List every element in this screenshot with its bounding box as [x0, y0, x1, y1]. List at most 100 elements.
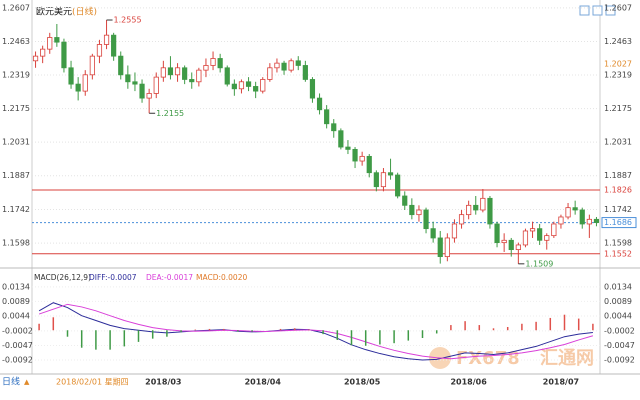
candle-body: [281, 62, 287, 71]
candle-body: [352, 148, 358, 162]
candle-body: [544, 235, 550, 241]
candle-body: [366, 155, 372, 174]
candle-body: [153, 76, 159, 94]
candle-body: [387, 172, 394, 176]
y-tick-label-right: 1.2175: [604, 104, 632, 113]
candle-body: [267, 67, 273, 80]
candle-body: [558, 216, 564, 225]
y-tick-label-right: 0.0089: [604, 297, 632, 306]
candle-body: [253, 86, 259, 92]
y-tick-label: 1.1887: [2, 171, 30, 180]
level-label-box: [601, 217, 637, 229]
y-tick-label: 1.2319: [2, 71, 30, 80]
candle-body: [522, 230, 529, 246]
period-button[interactable]: 日线: [2, 376, 20, 388]
y-tick-label-right: 1.2607: [604, 3, 632, 12]
candle-body: [324, 109, 330, 125]
settings-button[interactable]: [592, 5, 603, 16]
candle-body: [75, 83, 81, 92]
chart-title: 欧元美元: [36, 6, 72, 18]
candle-body: [274, 62, 280, 69]
y-tick-label: 0.0134: [2, 282, 30, 291]
y-tick-label-right: -0.0047: [604, 341, 635, 350]
y-tick-label-right: 1.1887: [604, 171, 632, 180]
level-label: 1.1686: [604, 218, 632, 227]
candle-body: [508, 239, 514, 251]
annotation: 1.2555: [114, 16, 142, 25]
candle-body: [111, 34, 117, 57]
y-tick-label-right: 1.2031: [604, 138, 632, 147]
candle-body: [47, 37, 53, 50]
candle-body: [167, 67, 174, 76]
candle-body: [444, 237, 450, 258]
macd-label: MACD:0.0020: [196, 273, 247, 282]
candle-body: [345, 146, 351, 150]
diff-label: DIFF:-0.0007: [89, 273, 137, 282]
y-tick-label-right: -0.0002: [604, 326, 635, 335]
x-tick-label: 2018/05: [344, 378, 381, 387]
candle-body: [245, 81, 252, 87]
candle-body: [501, 239, 507, 244]
x-tick-label: 2018/03: [145, 378, 181, 387]
annotation: 1.2155: [156, 109, 184, 118]
y-tick-label: 1.2031: [2, 138, 30, 147]
y-tick-label: -0.0047: [2, 341, 33, 350]
candle-body: [537, 228, 543, 241]
y-tick-label-right: 1.1598: [604, 239, 632, 248]
candle-body: [359, 155, 365, 162]
candle-body: [125, 74, 131, 83]
cursor-date: 2018/02/01 星期四: [56, 378, 129, 387]
candle-body: [473, 204, 479, 211]
candle-body: [515, 244, 521, 251]
candle-body: [82, 74, 88, 92]
candle-body: [309, 79, 316, 99]
y-tick-label-right: 0.0044: [604, 311, 632, 320]
y-tick-label-right: 1.2319: [604, 71, 632, 80]
chart-period: (日线): [72, 6, 97, 18]
candle-body: [103, 34, 110, 45]
candle-body: [331, 123, 337, 132]
candle-body: [579, 209, 585, 225]
dea-label: DEA:-0.0017: [146, 273, 193, 282]
y-tick-label-right: 0.0134: [604, 282, 632, 291]
candle-body: [40, 48, 46, 57]
zoom-button[interactable]: [579, 5, 590, 16]
candle-body: [231, 83, 237, 90]
y-tick-label: -0.0002: [2, 326, 33, 335]
candle-body: [551, 223, 557, 237]
y-tick-label: 1.2175: [2, 104, 30, 113]
period-arrow[interactable]: ▲: [24, 378, 30, 386]
y-tick-label-right: 1.2463: [604, 37, 632, 46]
y-tick-label: 1.1742: [2, 205, 30, 214]
candle-body: [32, 55, 39, 62]
candle-body: [203, 65, 209, 71]
candle-body: [380, 172, 387, 188]
candle-body: [529, 228, 536, 232]
close-button[interactable]: [605, 5, 616, 16]
price-marker-label: 1.2027: [604, 60, 632, 69]
candle-body: [395, 174, 401, 197]
candle-body: [210, 58, 216, 66]
y-tick-label: 1.2607: [2, 3, 30, 12]
y-tick-label: 1.1598: [2, 239, 30, 248]
y-tick-label-right: -0.0092: [604, 356, 635, 365]
candle-body: [430, 228, 436, 239]
macd-line: [38, 302, 593, 361]
macd-name: MACD(26,12,9): [34, 273, 91, 282]
candle-body: [196, 69, 202, 83]
candle-body: [302, 65, 308, 80]
candle-body: [437, 237, 443, 258]
level-label: 1.1552: [604, 249, 632, 258]
y-tick-label-right: 1.1742: [604, 205, 632, 214]
candle-body: [402, 195, 408, 206]
y-tick-label: 0.0044: [2, 311, 30, 320]
candle-body: [238, 81, 245, 90]
candle-body: [487, 197, 493, 225]
candle-body: [118, 55, 124, 76]
candle-body: [146, 93, 152, 99]
candle-body: [54, 37, 60, 43]
candle-body: [480, 197, 486, 211]
candle-body: [68, 67, 74, 85]
candle-body: [61, 41, 67, 69]
